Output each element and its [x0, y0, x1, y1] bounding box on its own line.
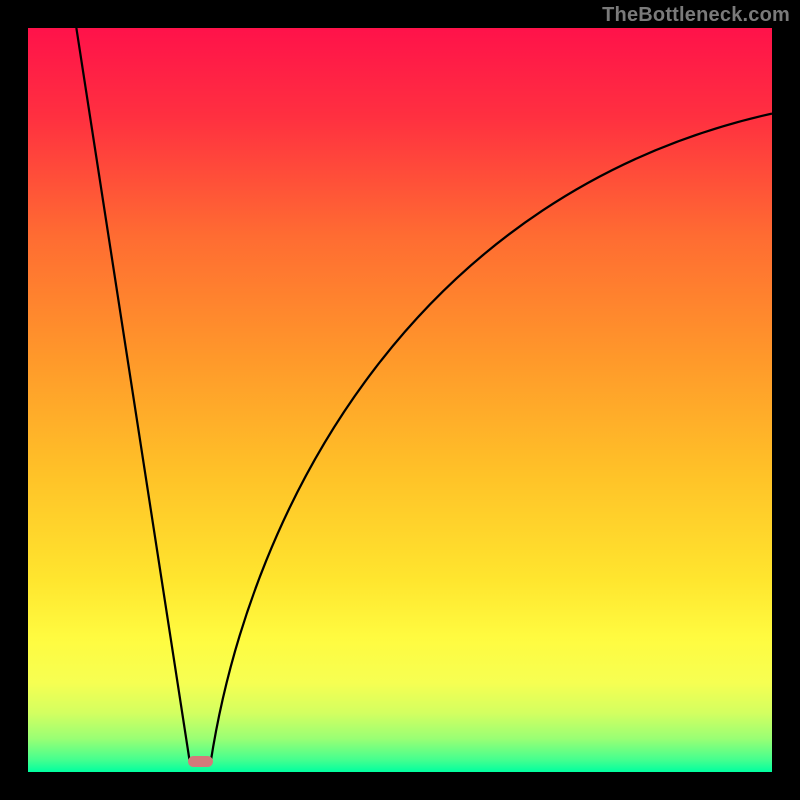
left-descending-line	[76, 28, 190, 765]
min-marker-pill	[188, 756, 213, 767]
attribution-text: TheBottleneck.com	[602, 4, 790, 27]
right-ascending-curve	[210, 114, 772, 765]
curve-layer	[28, 28, 772, 772]
plot-area	[28, 28, 772, 772]
